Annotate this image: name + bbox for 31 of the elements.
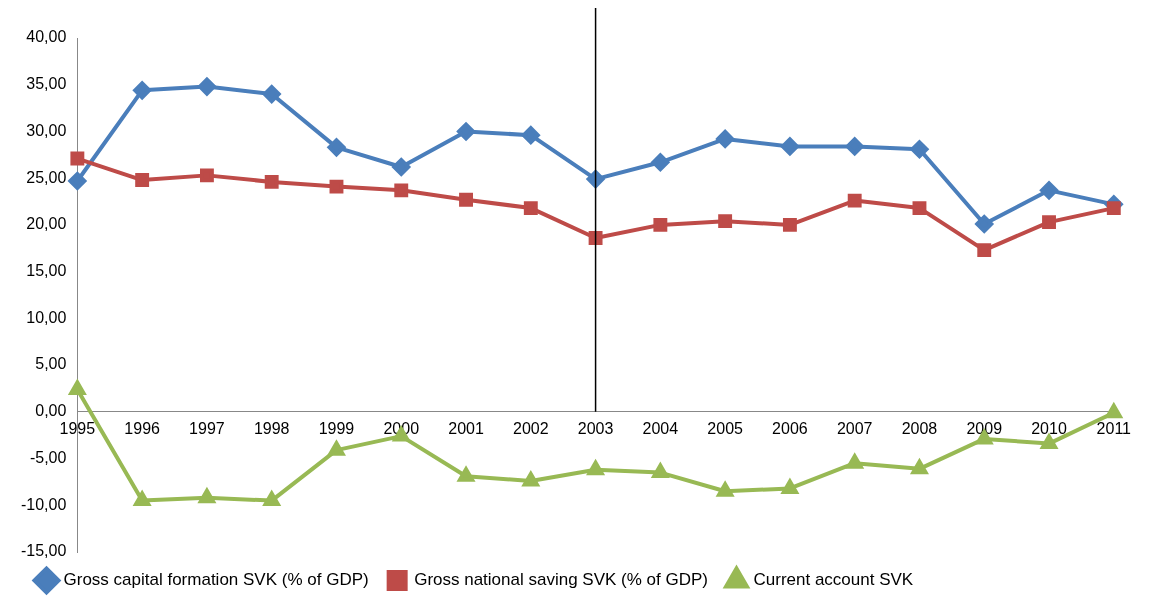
y-tick-label: 30,00 <box>26 121 67 139</box>
x-tick-label: 2009 <box>966 419 1003 437</box>
x-tick-label: 2003 <box>577 419 614 437</box>
legend-label: Current account SVK <box>753 570 914 590</box>
x-tick-label: 1997 <box>189 419 225 437</box>
x-tick-label: 2010 <box>1031 419 1067 437</box>
x-tick-label: 1999 <box>318 419 355 437</box>
x-tick-label: 1996 <box>124 419 161 437</box>
x-tick-label: 2001 <box>448 419 484 437</box>
y-tick-label: 25,00 <box>26 168 67 186</box>
x-tick-label: 2002 <box>513 419 549 437</box>
y-tick-label: -10,00 <box>20 495 67 513</box>
y-tick-label: 15,00 <box>26 262 67 280</box>
x-tick-label: 2004 <box>642 419 679 437</box>
x-tick-label: 2011 <box>1096 419 1132 437</box>
y-tick-label: 0,00 <box>35 402 67 420</box>
x-tick-label: 2006 <box>772 419 808 437</box>
y-tick-label: 20,00 <box>26 215 67 233</box>
x-tick-label: 2008 <box>901 419 938 437</box>
y-tick-label: 5,00 <box>35 355 67 373</box>
legend-label: Gross capital formation SVK (% of GDP) <box>63 570 369 590</box>
x-tick-label: 2007 <box>836 419 873 437</box>
x-tick-label: 2005 <box>707 419 744 437</box>
y-tick-label: -15,00 <box>20 542 67 560</box>
y-tick-label: 35,00 <box>26 75 67 93</box>
x-tick-label: 1998 <box>253 419 290 437</box>
y-tick-label: 40,00 <box>26 28 67 46</box>
y-tick-label: 10,00 <box>26 308 67 326</box>
y-tick-label: -5,00 <box>29 448 67 466</box>
x-tick-label: 1995 <box>59 419 96 437</box>
legend-label: Gross national saving SVK (% of GDP) <box>414 570 708 590</box>
